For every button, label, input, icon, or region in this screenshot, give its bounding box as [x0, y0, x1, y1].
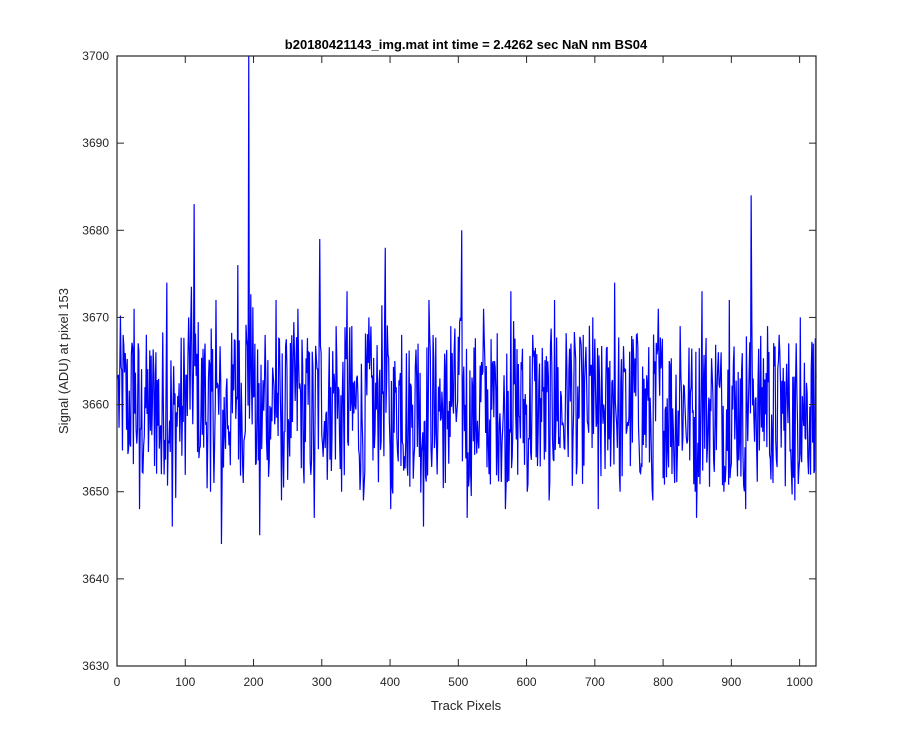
x-axis: 0 100 200 300 400 500 600 700 800 900 1000	[114, 56, 813, 689]
x-tick-label: 1000	[786, 675, 813, 689]
series-line	[117, 55, 817, 545]
x-tick-label: 600	[517, 675, 537, 689]
y-tick-label: 3700	[82, 49, 109, 63]
x-tick-label: 0	[114, 675, 121, 689]
y-tick-label: 3660	[82, 398, 109, 412]
y-tick-label: 3650	[82, 485, 109, 499]
x-tick-label: 300	[312, 675, 332, 689]
chart-title: b20180421143_img.mat int time = 2.4262 s…	[285, 37, 648, 52]
axes-box	[116, 55, 817, 667]
y-tick-label: 3690	[82, 136, 109, 150]
y-axis: 3630 3640 3650 3660 3670 3680 3690 3700	[82, 49, 816, 673]
x-tick-label: 400	[380, 675, 400, 689]
y-tick-label: 3670	[82, 310, 109, 324]
x-axis-title: Track Pixels	[431, 698, 502, 713]
x-tick-label: 200	[244, 675, 264, 689]
x-tick-label: 100	[175, 675, 195, 689]
y-tick-label: 3640	[82, 572, 109, 586]
x-tick-label: 500	[448, 675, 468, 689]
y-axis-title: Signal (ADU) at pixel 153	[56, 288, 71, 434]
data-layer	[117, 55, 817, 545]
x-tick-label: 900	[721, 675, 741, 689]
x-tick-label: 700	[585, 675, 605, 689]
x-tick-label: 800	[653, 675, 673, 689]
y-tick-label: 3630	[82, 659, 109, 673]
y-tick-label: 3680	[82, 223, 109, 237]
